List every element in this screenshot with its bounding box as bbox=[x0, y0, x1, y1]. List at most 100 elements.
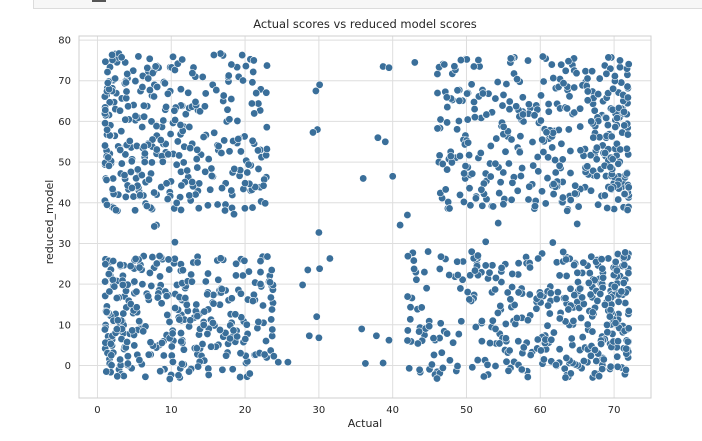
scatter-point bbox=[224, 71, 233, 80]
scatter-point bbox=[563, 104, 572, 113]
scatter-point bbox=[311, 86, 320, 95]
scatter-point bbox=[508, 269, 517, 278]
scatter-point bbox=[455, 96, 464, 105]
scatter-point bbox=[147, 117, 156, 126]
scatter-point bbox=[168, 357, 177, 366]
y-tick-label: 80 bbox=[58, 36, 71, 47]
scatter-point bbox=[559, 247, 568, 256]
scatter-point bbox=[561, 66, 570, 75]
scatter-point bbox=[256, 257, 265, 266]
scatter-point bbox=[298, 280, 307, 289]
scatter-point bbox=[461, 162, 470, 170]
scatter-point bbox=[415, 365, 424, 374]
scatter-point bbox=[122, 87, 131, 96]
scatter-point bbox=[147, 158, 156, 167]
scatter-point bbox=[105, 98, 114, 107]
scatter-point bbox=[578, 293, 587, 302]
scatter-point bbox=[204, 269, 212, 278]
scatter-point bbox=[312, 312, 321, 321]
scatter-point bbox=[203, 290, 212, 299]
scatter-point bbox=[156, 136, 165, 145]
scatter-point bbox=[268, 325, 277, 334]
scatter-point bbox=[456, 284, 465, 293]
scatter-point bbox=[531, 202, 539, 211]
scatter-point bbox=[470, 105, 479, 114]
scatter-point bbox=[592, 155, 601, 164]
scatter-point bbox=[450, 62, 459, 71]
scatter-point bbox=[515, 148, 524, 157]
scatter-point bbox=[496, 301, 505, 310]
scatter-point bbox=[443, 165, 452, 174]
scatter-point bbox=[468, 169, 477, 178]
scatter-point bbox=[178, 359, 186, 368]
scatter-point bbox=[517, 365, 526, 374]
scatter-point bbox=[555, 271, 564, 280]
scatter-point bbox=[216, 49, 225, 58]
scatter-point bbox=[410, 58, 419, 67]
scatter-point bbox=[203, 201, 212, 210]
scatter-point bbox=[249, 56, 258, 65]
scatter-point bbox=[449, 338, 458, 347]
scatter-point bbox=[454, 330, 463, 339]
scatter-point bbox=[570, 83, 579, 92]
scatter-point bbox=[413, 339, 422, 348]
scatter-point bbox=[612, 266, 621, 275]
scatter-point bbox=[103, 78, 112, 87]
scatter-point bbox=[259, 181, 268, 190]
scatter-point bbox=[230, 210, 238, 219]
scatter-point bbox=[121, 115, 130, 124]
scatter-point bbox=[267, 266, 276, 275]
scatter-point bbox=[403, 326, 412, 335]
scatter-point bbox=[570, 189, 579, 198]
scatter-point bbox=[549, 190, 558, 199]
scatter-point bbox=[159, 116, 168, 125]
scatter-point bbox=[122, 78, 130, 87]
scatter-point bbox=[460, 169, 469, 178]
scatter-point bbox=[176, 120, 185, 129]
scatter-point bbox=[303, 265, 312, 274]
scatter-point bbox=[121, 150, 130, 159]
scatter-point bbox=[101, 277, 110, 286]
scatter-point bbox=[513, 75, 522, 84]
scatter-point bbox=[103, 68, 112, 76]
scatter-point bbox=[576, 146, 585, 155]
scatter-point bbox=[103, 200, 111, 209]
scatter-point bbox=[555, 161, 564, 170]
scatter-point bbox=[262, 123, 271, 132]
scatter-point bbox=[244, 267, 253, 276]
scatter-point bbox=[113, 372, 122, 381]
x-tick-label: 50 bbox=[460, 405, 473, 416]
scatter-point bbox=[230, 164, 239, 173]
scatter-point bbox=[103, 125, 112, 134]
scatter-point bbox=[193, 145, 202, 154]
scatter-point bbox=[592, 143, 601, 152]
scatter-point bbox=[113, 316, 122, 325]
scatter-point bbox=[241, 179, 250, 188]
scatter-point bbox=[152, 259, 161, 268]
scatter-point bbox=[437, 348, 446, 357]
y-tick-label: 0 bbox=[65, 361, 71, 372]
y-tick-label: 20 bbox=[58, 280, 71, 291]
scatter-point bbox=[314, 333, 323, 342]
scatter-point bbox=[523, 316, 532, 325]
scatter-point bbox=[465, 184, 474, 193]
scatter-point bbox=[440, 60, 449, 69]
scatter-point bbox=[465, 151, 474, 160]
scatter-point bbox=[135, 263, 144, 272]
scatter-point bbox=[610, 282, 619, 291]
scatter-point bbox=[157, 338, 166, 347]
scatter-point bbox=[566, 369, 575, 378]
scatter-point bbox=[583, 87, 592, 96]
scatter-point bbox=[131, 112, 140, 120]
scatter-point bbox=[481, 261, 490, 270]
scatter-point bbox=[403, 211, 412, 219]
scatter-point bbox=[518, 164, 527, 173]
scatter-point bbox=[433, 124, 442, 133]
scatter-point bbox=[507, 195, 516, 204]
scatter-point bbox=[212, 86, 221, 95]
scatter-point bbox=[551, 168, 560, 177]
scatter-point bbox=[102, 175, 111, 184]
scatter-point bbox=[213, 200, 222, 209]
scatter-point bbox=[555, 314, 564, 323]
